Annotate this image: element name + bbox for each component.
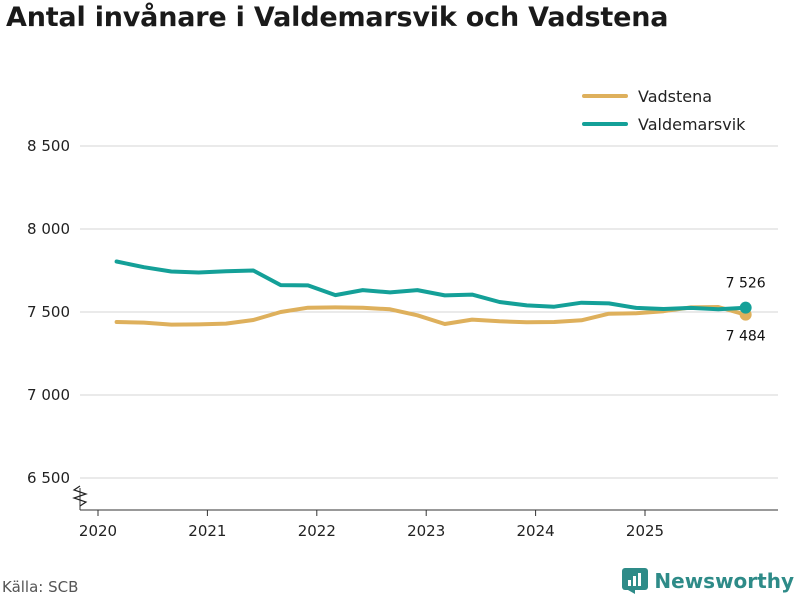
y-tick-label: 6 500 [27, 469, 70, 487]
x-tick-labels: 2020 2021 2022 2023 2024 2025 [79, 510, 664, 540]
y-tick-label: 7 000 [27, 386, 70, 404]
x-tick-label: 2022 [298, 522, 336, 540]
brand-logo: Newsworthy [622, 568, 794, 594]
data-label-vadstena: 7 484 [726, 329, 766, 345]
newsworthy-logo-icon [622, 568, 649, 594]
y-tick-label: 8 000 [27, 220, 70, 238]
x-tick-label: 2024 [517, 522, 555, 540]
series-line-valdemarsvik [114, 259, 748, 312]
x-tick-label: 2020 [79, 522, 117, 540]
data-label-valdemarsvik: 7 526 [726, 276, 766, 292]
legend-label-valdemarsvik: Valdemarsvik [638, 115, 746, 134]
y-tick-labels: 6 500 7 000 7 500 8 000 8 500 [27, 137, 70, 487]
legend-label-vadstena: Vadstena [638, 87, 712, 106]
brand-name: Newsworthy [654, 569, 794, 593]
source-note: Källa: SCB [2, 578, 79, 596]
x-tick-label: 2025 [626, 522, 664, 540]
x-tick-label: 2023 [407, 522, 445, 540]
x-tick-label: 2021 [188, 522, 226, 540]
y-tick-label: 7 500 [27, 303, 70, 321]
series-endpoint-valdemarsvik [739, 301, 752, 314]
series: 7 484 7 526 [114, 259, 766, 345]
axis-break-icon [72, 485, 88, 507]
axes [72, 485, 778, 511]
series-line-vadstena [114, 305, 748, 327]
legend: Vadstena Valdemarsvik [582, 87, 746, 134]
chart-title: Antal invånare i Valdemarsvik och Vadste… [6, 2, 669, 33]
y-tick-label: 8 500 [27, 137, 70, 155]
gridlines [80, 145, 778, 479]
